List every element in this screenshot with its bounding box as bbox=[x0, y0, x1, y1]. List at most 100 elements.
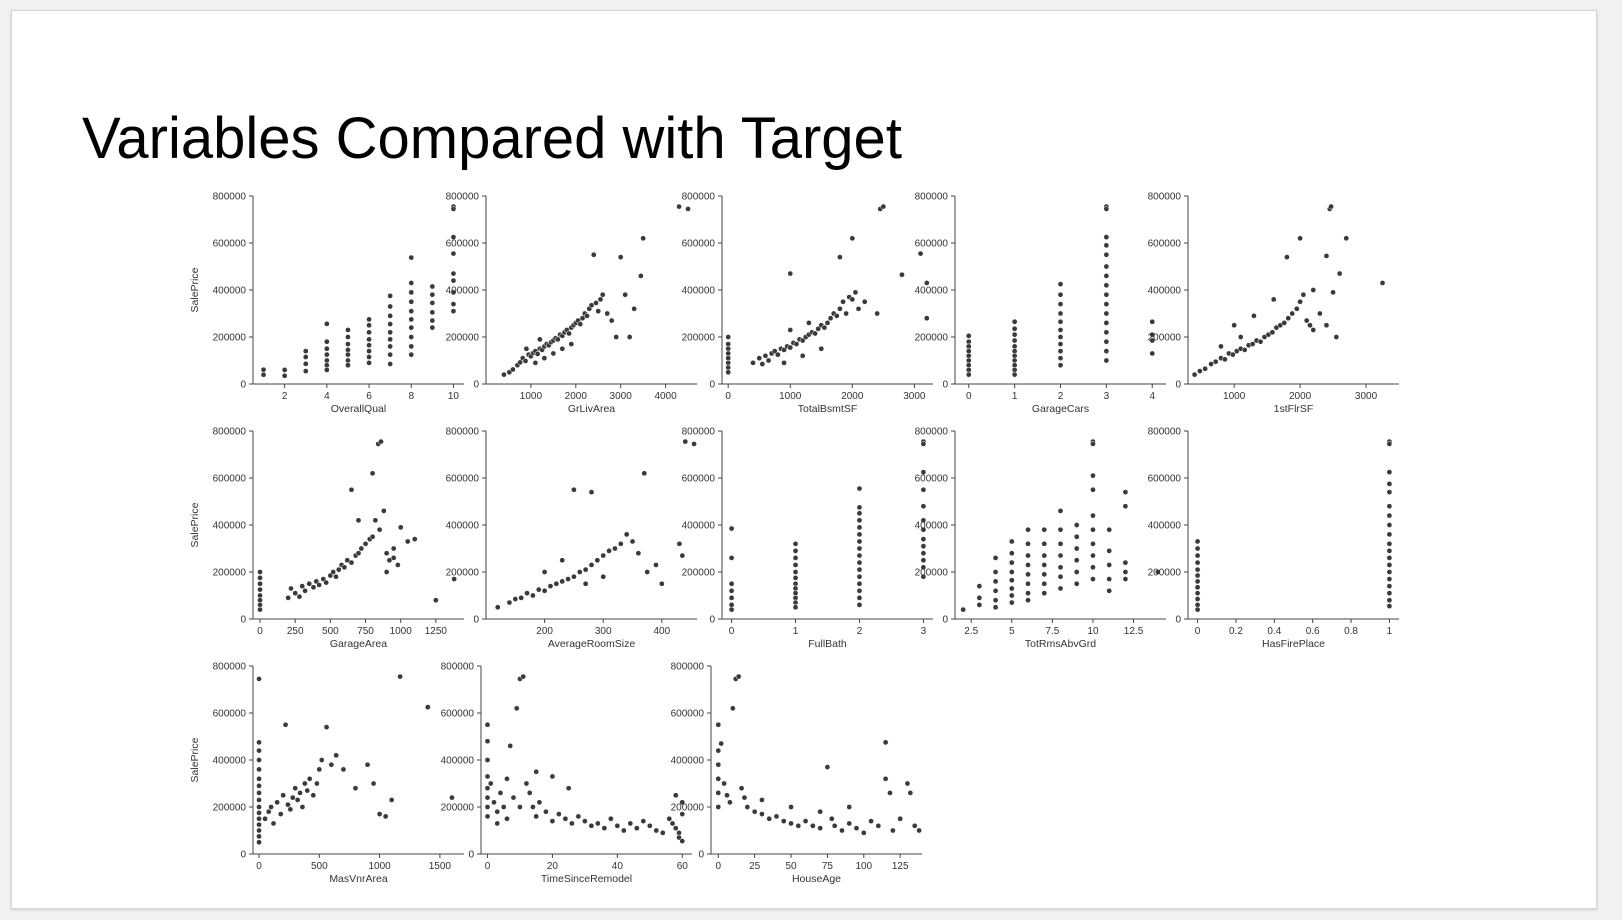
data-point bbox=[787, 270, 794, 277]
y-tick-label: 800000 bbox=[1148, 192, 1182, 203]
data-point bbox=[559, 557, 566, 564]
data-point bbox=[837, 254, 843, 260]
data-point bbox=[1333, 334, 1340, 340]
x-tick-label: 5 bbox=[1009, 626, 1015, 637]
data-point bbox=[1011, 357, 1018, 364]
data-point bbox=[856, 602, 863, 608]
data-point bbox=[1057, 291, 1064, 298]
data-point bbox=[387, 329, 393, 336]
data-point bbox=[582, 580, 589, 587]
data-point bbox=[672, 825, 679, 832]
data-point bbox=[691, 441, 697, 447]
slide-title: Variables Compared with Target bbox=[82, 106, 902, 171]
data-point bbox=[524, 590, 530, 597]
data-point bbox=[387, 336, 393, 343]
data-point bbox=[299, 804, 306, 810]
data-point bbox=[792, 599, 799, 606]
data-point bbox=[679, 799, 686, 806]
data-point bbox=[617, 254, 624, 260]
data-point bbox=[1194, 590, 1201, 597]
data-point bbox=[429, 317, 436, 324]
data-point bbox=[1011, 371, 1018, 378]
data-point bbox=[738, 785, 745, 792]
data-point bbox=[853, 825, 860, 832]
data-point bbox=[792, 590, 799, 597]
data-point bbox=[828, 815, 835, 822]
data-point bbox=[1202, 365, 1208, 372]
x-tick-label: 0 bbox=[729, 626, 735, 637]
data-point bbox=[1041, 540, 1048, 547]
data-point bbox=[554, 336, 561, 343]
data-point bbox=[1194, 584, 1201, 591]
data-point bbox=[380, 508, 387, 514]
y-tick-label: 600000 bbox=[446, 239, 480, 250]
data-point bbox=[923, 315, 930, 322]
x-axis-label: MasVnrArea bbox=[329, 873, 388, 885]
y-tick-label: 600000 bbox=[682, 239, 716, 250]
data-point bbox=[1386, 583, 1393, 589]
y-tick-label: 200000 bbox=[213, 803, 247, 814]
data-point bbox=[484, 804, 491, 810]
y-tick-label: 0 bbox=[709, 615, 715, 626]
data-point bbox=[965, 352, 972, 359]
data-point bbox=[1122, 489, 1129, 495]
data-point bbox=[1386, 531, 1393, 538]
data-point bbox=[861, 298, 868, 305]
data-point bbox=[302, 360, 309, 367]
data-point bbox=[1103, 348, 1110, 354]
y-tick-label: 800000 bbox=[446, 427, 480, 438]
data-point bbox=[571, 486, 577, 493]
x-tick-label: 4 bbox=[1149, 391, 1155, 402]
data-point bbox=[582, 566, 589, 573]
x-axis-label: TotalBsmtSF bbox=[798, 403, 858, 415]
data-point bbox=[715, 761, 722, 768]
data-point bbox=[1090, 564, 1096, 571]
data-point bbox=[1057, 362, 1064, 369]
data-point bbox=[725, 334, 732, 340]
x-tick-label: 75 bbox=[822, 861, 834, 872]
scatter-panel-GarageArea: 0 200000 400000 600000 800000 0 250 500 750 1000 1… bbox=[189, 427, 464, 650]
data-point bbox=[622, 291, 629, 298]
x-tick-label: 3000 bbox=[903, 391, 926, 402]
data-point bbox=[550, 350, 557, 357]
data-point bbox=[1379, 280, 1386, 286]
data-point bbox=[728, 595, 735, 601]
data-point bbox=[856, 538, 863, 545]
x-axis-label: FullBath bbox=[808, 638, 847, 650]
y-tick-label: 600000 bbox=[671, 709, 705, 720]
data-point bbox=[920, 441, 927, 447]
data-point bbox=[1011, 367, 1018, 373]
scatter-panel-TotRmsAbvGrd: 0 200000 400000 600000 800000 2.5 5 7.5 10 12.5 To… bbox=[915, 427, 1166, 650]
data-point bbox=[370, 780, 377, 787]
data-point bbox=[1025, 571, 1031, 578]
data-point bbox=[1106, 587, 1113, 594]
data-point bbox=[604, 310, 611, 317]
data-point bbox=[523, 780, 530, 787]
data-point bbox=[397, 524, 404, 531]
data-point bbox=[1041, 526, 1048, 533]
data-point bbox=[1011, 343, 1018, 350]
data-point bbox=[920, 503, 927, 510]
data-point bbox=[292, 785, 299, 792]
scatter-panel-MasVnrArea: 0 200000 400000 600000 800000 0 500 1000 1500 Mas… bbox=[189, 662, 464, 885]
data-point bbox=[1025, 590, 1031, 597]
data-point bbox=[310, 792, 317, 799]
data-point bbox=[1249, 341, 1256, 347]
y-tick-label: 600000 bbox=[441, 709, 475, 720]
scatter-panel-1stFlrSF: 0 200000 400000 600000 800000 1000 2000 3000 1st… bbox=[1148, 192, 1399, 415]
x-tick-label: 8 bbox=[408, 391, 414, 402]
data-point bbox=[907, 790, 914, 796]
scatter-panel-HasFirePlace: 0 200000 400000 600000 800000 0 0.2 0.4 0.6 0.8 1 H… bbox=[1148, 427, 1399, 650]
x-tick-label: 1000 bbox=[368, 861, 391, 872]
y-tick-label: 0 bbox=[473, 380, 479, 391]
data-point bbox=[787, 327, 794, 333]
data-point bbox=[1103, 234, 1110, 240]
x-tick-label: 125 bbox=[892, 861, 909, 872]
data-point bbox=[1073, 522, 1080, 528]
data-point bbox=[1103, 329, 1110, 336]
data-point bbox=[920, 469, 927, 475]
data-point bbox=[297, 790, 303, 796]
data-point bbox=[728, 580, 735, 587]
data-point bbox=[1194, 545, 1201, 552]
x-tick-label: 4000 bbox=[654, 391, 677, 402]
